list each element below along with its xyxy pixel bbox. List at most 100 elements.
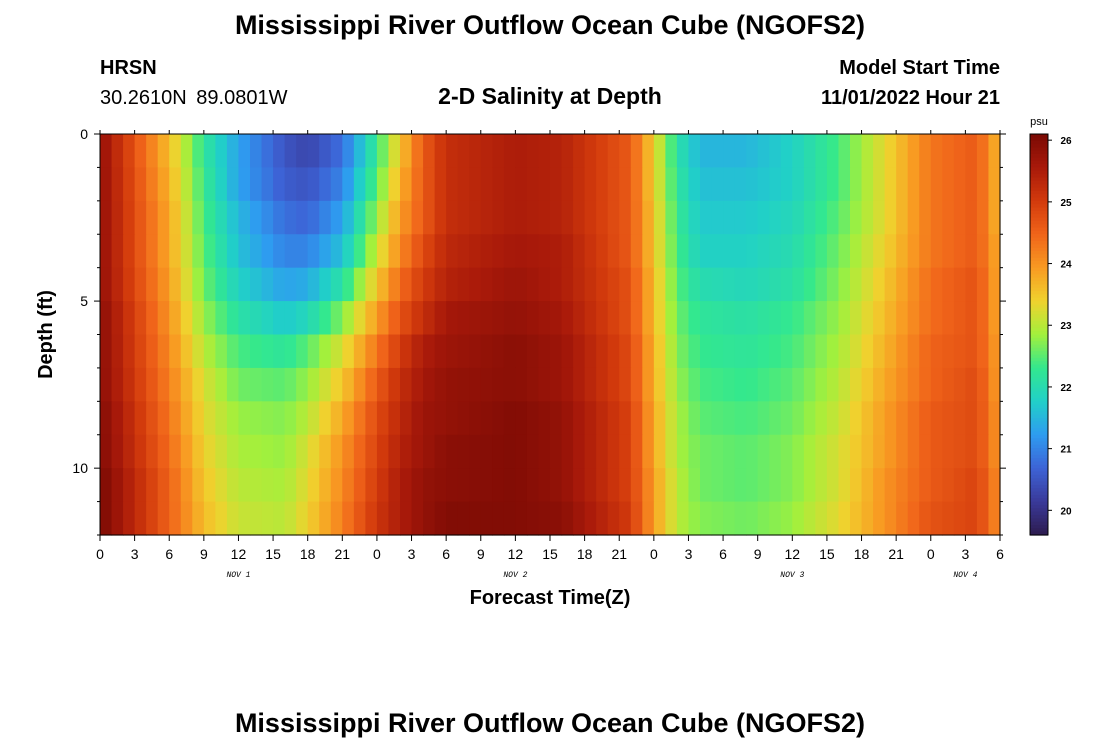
heatmap-cell <box>815 501 828 536</box>
model-start-label: Model Start Time <box>839 57 1000 79</box>
heatmap-cell <box>953 234 966 269</box>
heatmap-cell <box>503 267 516 302</box>
heatmap-cell <box>411 334 424 369</box>
colorbar-segment <box>1030 374 1048 379</box>
heatmap-cell <box>434 301 447 336</box>
heatmap-cell <box>169 234 182 269</box>
x-tick-label: 3 <box>131 546 139 562</box>
colorbar-segment <box>1030 438 1048 443</box>
heatmap-cell <box>642 334 655 369</box>
heatmap-cell <box>688 301 701 336</box>
heatmap-cell <box>457 468 470 503</box>
heatmap-cell <box>746 367 759 402</box>
heatmap-cell <box>965 334 978 369</box>
heatmap-cell <box>976 134 990 169</box>
heatmap-cell <box>342 367 355 402</box>
heatmap-cell <box>873 134 886 169</box>
heatmap-cell <box>146 334 159 369</box>
heatmap-cell <box>400 434 413 469</box>
heatmap-cell <box>319 267 332 302</box>
colorbar-segment <box>1030 431 1048 436</box>
heatmap-cell <box>342 301 355 336</box>
heatmap-cell <box>792 401 805 436</box>
heatmap-cell <box>723 434 736 469</box>
heatmap-cell <box>953 134 966 169</box>
heatmap-cell <box>619 434 632 469</box>
heatmap-cell <box>480 468 493 503</box>
heatmap-cell <box>388 434 401 469</box>
heatmap-cell <box>573 167 586 202</box>
heatmap-cell <box>365 134 378 169</box>
heatmap-cell <box>157 434 170 469</box>
heatmap-cell <box>850 267 863 302</box>
heatmap-cell <box>769 134 782 169</box>
heatmap-cell <box>803 301 816 336</box>
heatmap-cell <box>930 234 943 269</box>
heatmap-cell <box>780 334 793 369</box>
heatmap-cell <box>261 200 274 235</box>
heatmap-cell <box>492 468 505 503</box>
heatmap-cell <box>988 200 1001 235</box>
heatmap-cell <box>596 200 609 235</box>
heatmap-cell <box>469 200 482 235</box>
heatmap-cell <box>838 134 851 169</box>
heatmap-cell <box>296 434 309 469</box>
heatmap-cell <box>284 134 297 169</box>
heatmap-cell <box>711 267 724 302</box>
heatmap-cell <box>792 200 805 235</box>
heatmap-cell <box>376 301 390 336</box>
heatmap-cell <box>446 334 459 369</box>
heatmap-cell <box>203 434 216 469</box>
heatmap-cell <box>907 134 920 169</box>
heatmap-cell <box>492 367 505 402</box>
heatmap-cell <box>653 267 666 302</box>
heatmap-cell <box>676 468 690 503</box>
heatmap-cell <box>561 401 574 436</box>
colorbar-segment <box>1030 207 1048 212</box>
heatmap-cell <box>123 434 136 469</box>
heatmap-cell <box>492 167 505 202</box>
heatmap-cell <box>826 468 840 503</box>
heatmap-cell <box>850 367 863 402</box>
heatmap-cell <box>700 301 713 336</box>
heatmap-cell <box>273 200 286 235</box>
heatmap-cell <box>492 301 505 336</box>
heatmap-cell <box>146 367 159 402</box>
colorbar-segment <box>1030 461 1048 466</box>
heatmap-cell <box>642 234 655 269</box>
heatmap-cell <box>261 134 274 169</box>
colorbar-segment <box>1030 528 1048 533</box>
heatmap-cell <box>619 334 632 369</box>
heatmap-cell <box>226 434 240 469</box>
heatmap-cell <box>400 234 413 269</box>
heatmap-cell <box>434 234 447 269</box>
heatmap-cell <box>100 367 113 402</box>
heatmap-cell <box>503 367 516 402</box>
heatmap-cell <box>850 434 863 469</box>
heatmap-cell <box>700 401 713 436</box>
heatmap-cell <box>653 367 666 402</box>
heatmap-cell <box>100 267 113 302</box>
heatmap-cell <box>411 434 424 469</box>
heatmap-cell <box>573 234 586 269</box>
heatmap-cell <box>907 234 920 269</box>
heatmap-cell <box>942 367 955 402</box>
heatmap-cell <box>988 501 1001 536</box>
x-tick-label: 15 <box>265 546 281 562</box>
heatmap-cell <box>976 501 990 536</box>
heatmap-cell <box>192 134 205 169</box>
heatmap-cell <box>180 334 193 369</box>
heatmap-cell <box>134 468 147 503</box>
colorbar-segment <box>1030 331 1048 336</box>
heatmap-cell <box>250 434 263 469</box>
heatmap-cell <box>434 468 447 503</box>
heatmap-cell <box>330 200 343 235</box>
heatmap-cell <box>642 434 655 469</box>
heatmap-cell <box>307 367 320 402</box>
heatmap-cell <box>330 334 343 369</box>
heatmap-cell <box>907 468 920 503</box>
heatmap-cell <box>100 301 113 336</box>
heatmap-cell <box>169 200 182 235</box>
heatmap-cell <box>619 501 632 536</box>
heatmap-cell <box>676 200 690 235</box>
